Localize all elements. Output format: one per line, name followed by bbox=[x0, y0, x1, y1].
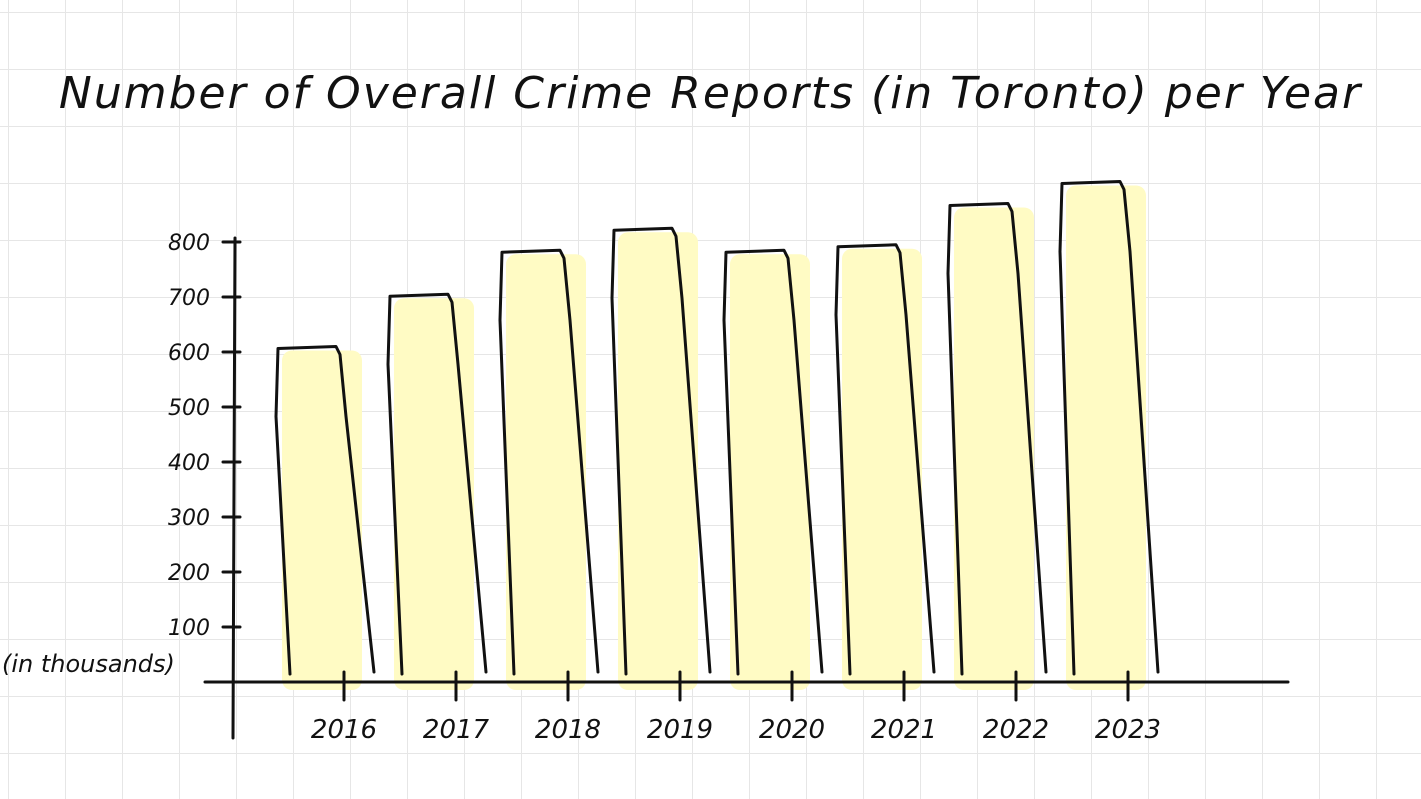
axes-layer bbox=[203, 236, 1290, 740]
bar-2016 bbox=[274, 345, 376, 676]
bar-2020 bbox=[722, 248, 824, 676]
x-tick-label: 2017 bbox=[423, 715, 490, 745]
x-tick-label: 2016 bbox=[311, 715, 377, 745]
x-tick-label: 2019 bbox=[647, 715, 713, 745]
bar-fill bbox=[1066, 185, 1146, 690]
bar-fill bbox=[954, 207, 1034, 690]
x-tick-label: 2018 bbox=[535, 715, 601, 745]
bar-2018 bbox=[498, 248, 600, 676]
x-tick-label: 2020 bbox=[759, 715, 825, 745]
bar-fill bbox=[842, 248, 922, 690]
y-tick-label: 200 bbox=[168, 561, 210, 586]
x-tick-label: 2023 bbox=[1095, 715, 1161, 745]
x-ticks-layer: 2016 2017 2018 2019 2020 2021 2022 2023 bbox=[311, 670, 1161, 745]
y-tick-label: 800 bbox=[168, 231, 210, 256]
y-tick-label: 400 bbox=[168, 451, 210, 476]
bar-2017 bbox=[386, 292, 488, 676]
y-tick-label: 500 bbox=[168, 396, 210, 421]
bar-fill bbox=[730, 254, 810, 690]
bar-fill bbox=[394, 298, 474, 690]
y-tick-label: 700 bbox=[168, 286, 210, 311]
y-tick-label: 100 bbox=[168, 616, 210, 641]
y-tick-label: 600 bbox=[168, 341, 210, 366]
bar-2022 bbox=[946, 202, 1048, 676]
bar-2023 bbox=[1058, 180, 1160, 676]
y-axis-unit-label: (in thousands) bbox=[2, 650, 175, 678]
bar-fill bbox=[282, 350, 362, 690]
y-ticks-layer: 100 200 300 400 500 600 700 800 bbox=[168, 231, 242, 641]
bars-layer bbox=[274, 180, 1160, 690]
x-tick-label: 2021 bbox=[871, 715, 937, 745]
y-tick-label: 300 bbox=[168, 506, 210, 531]
chart-title: Number of Overall Crime Reports (in Toro… bbox=[58, 68, 1363, 119]
bar-2019 bbox=[610, 226, 712, 676]
y-axis-line bbox=[231, 236, 237, 740]
bar-fill bbox=[506, 254, 586, 690]
bar-fill bbox=[618, 232, 698, 690]
x-tick-label: 2022 bbox=[983, 715, 1049, 745]
bar-2021 bbox=[834, 243, 936, 676]
